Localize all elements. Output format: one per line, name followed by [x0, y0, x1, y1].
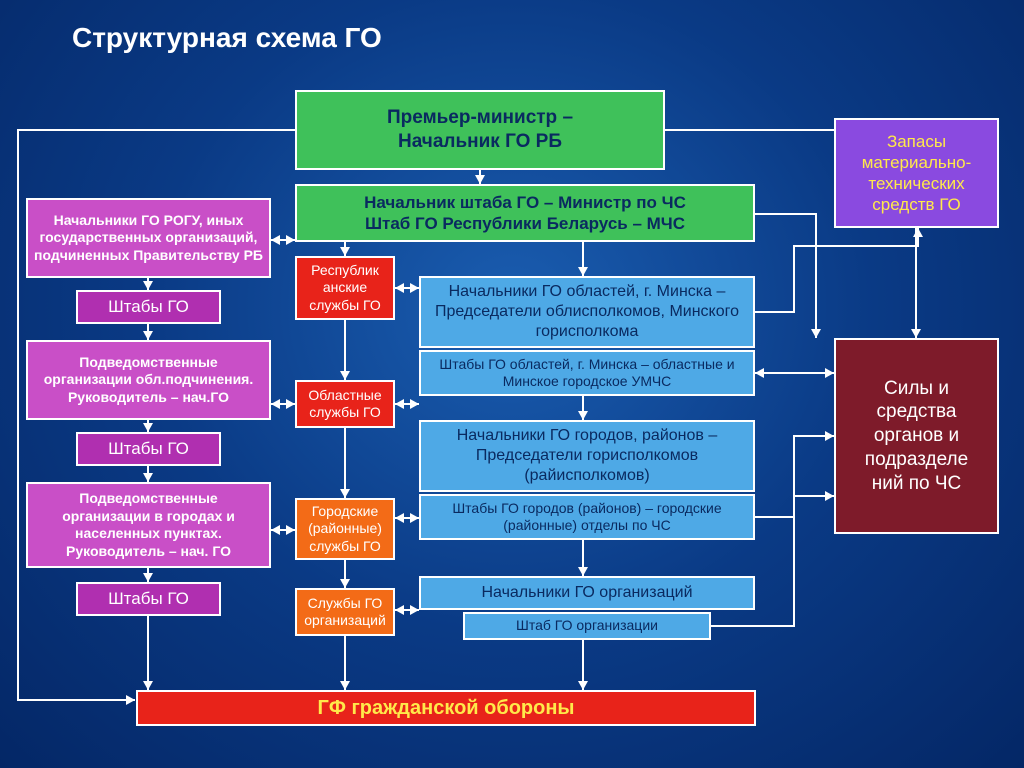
- node-rogu: Начальники ГО РОГУ, иных государственных…: [26, 198, 271, 278]
- node-cityServices: Городские (районные) службы ГО: [295, 498, 395, 560]
- node-oblHQ: Штабы ГО областей, г. Минска – областные…: [419, 350, 755, 396]
- node-podved1: Подведомственные организации обл.подчине…: [26, 340, 271, 420]
- node-hqminister: Начальник штаба ГО – Министр по ЧС Штаб …: [295, 184, 755, 242]
- node-podved2: Подведомственные организации в городах и…: [26, 482, 271, 568]
- node-premier: Премьер-министр – Начальник ГО РБ: [295, 90, 665, 170]
- node-repServices: Республик анские службы ГО: [295, 256, 395, 320]
- page-title: Структурная схема ГО: [72, 22, 382, 54]
- node-gfgo: ГФ гражданской обороны: [136, 690, 756, 726]
- node-orgHQ: Штаб ГО организации: [463, 612, 711, 640]
- node-oblChiefs: Начальники ГО областей, г. Минска – Пред…: [419, 276, 755, 348]
- node-oblServices: Областные службы ГО: [295, 380, 395, 428]
- node-orgChiefs: Начальники ГО организаций: [419, 576, 755, 610]
- node-forces: Силы и средства органов и подразделе ний…: [834, 338, 999, 534]
- node-cityHQ: Штабы ГО городов (районов) – городские (…: [419, 494, 755, 540]
- node-hq3: Штабы ГО: [76, 582, 221, 616]
- node-reserves: Запасы материально-технических средств Г…: [834, 118, 999, 228]
- node-hq1: Штабы ГО: [76, 290, 221, 324]
- node-cityChiefs: Начальники ГО городов, районов – Председ…: [419, 420, 755, 492]
- node-hq2: Штабы ГО: [76, 432, 221, 466]
- node-orgServices: Службы ГО организаций: [295, 588, 395, 636]
